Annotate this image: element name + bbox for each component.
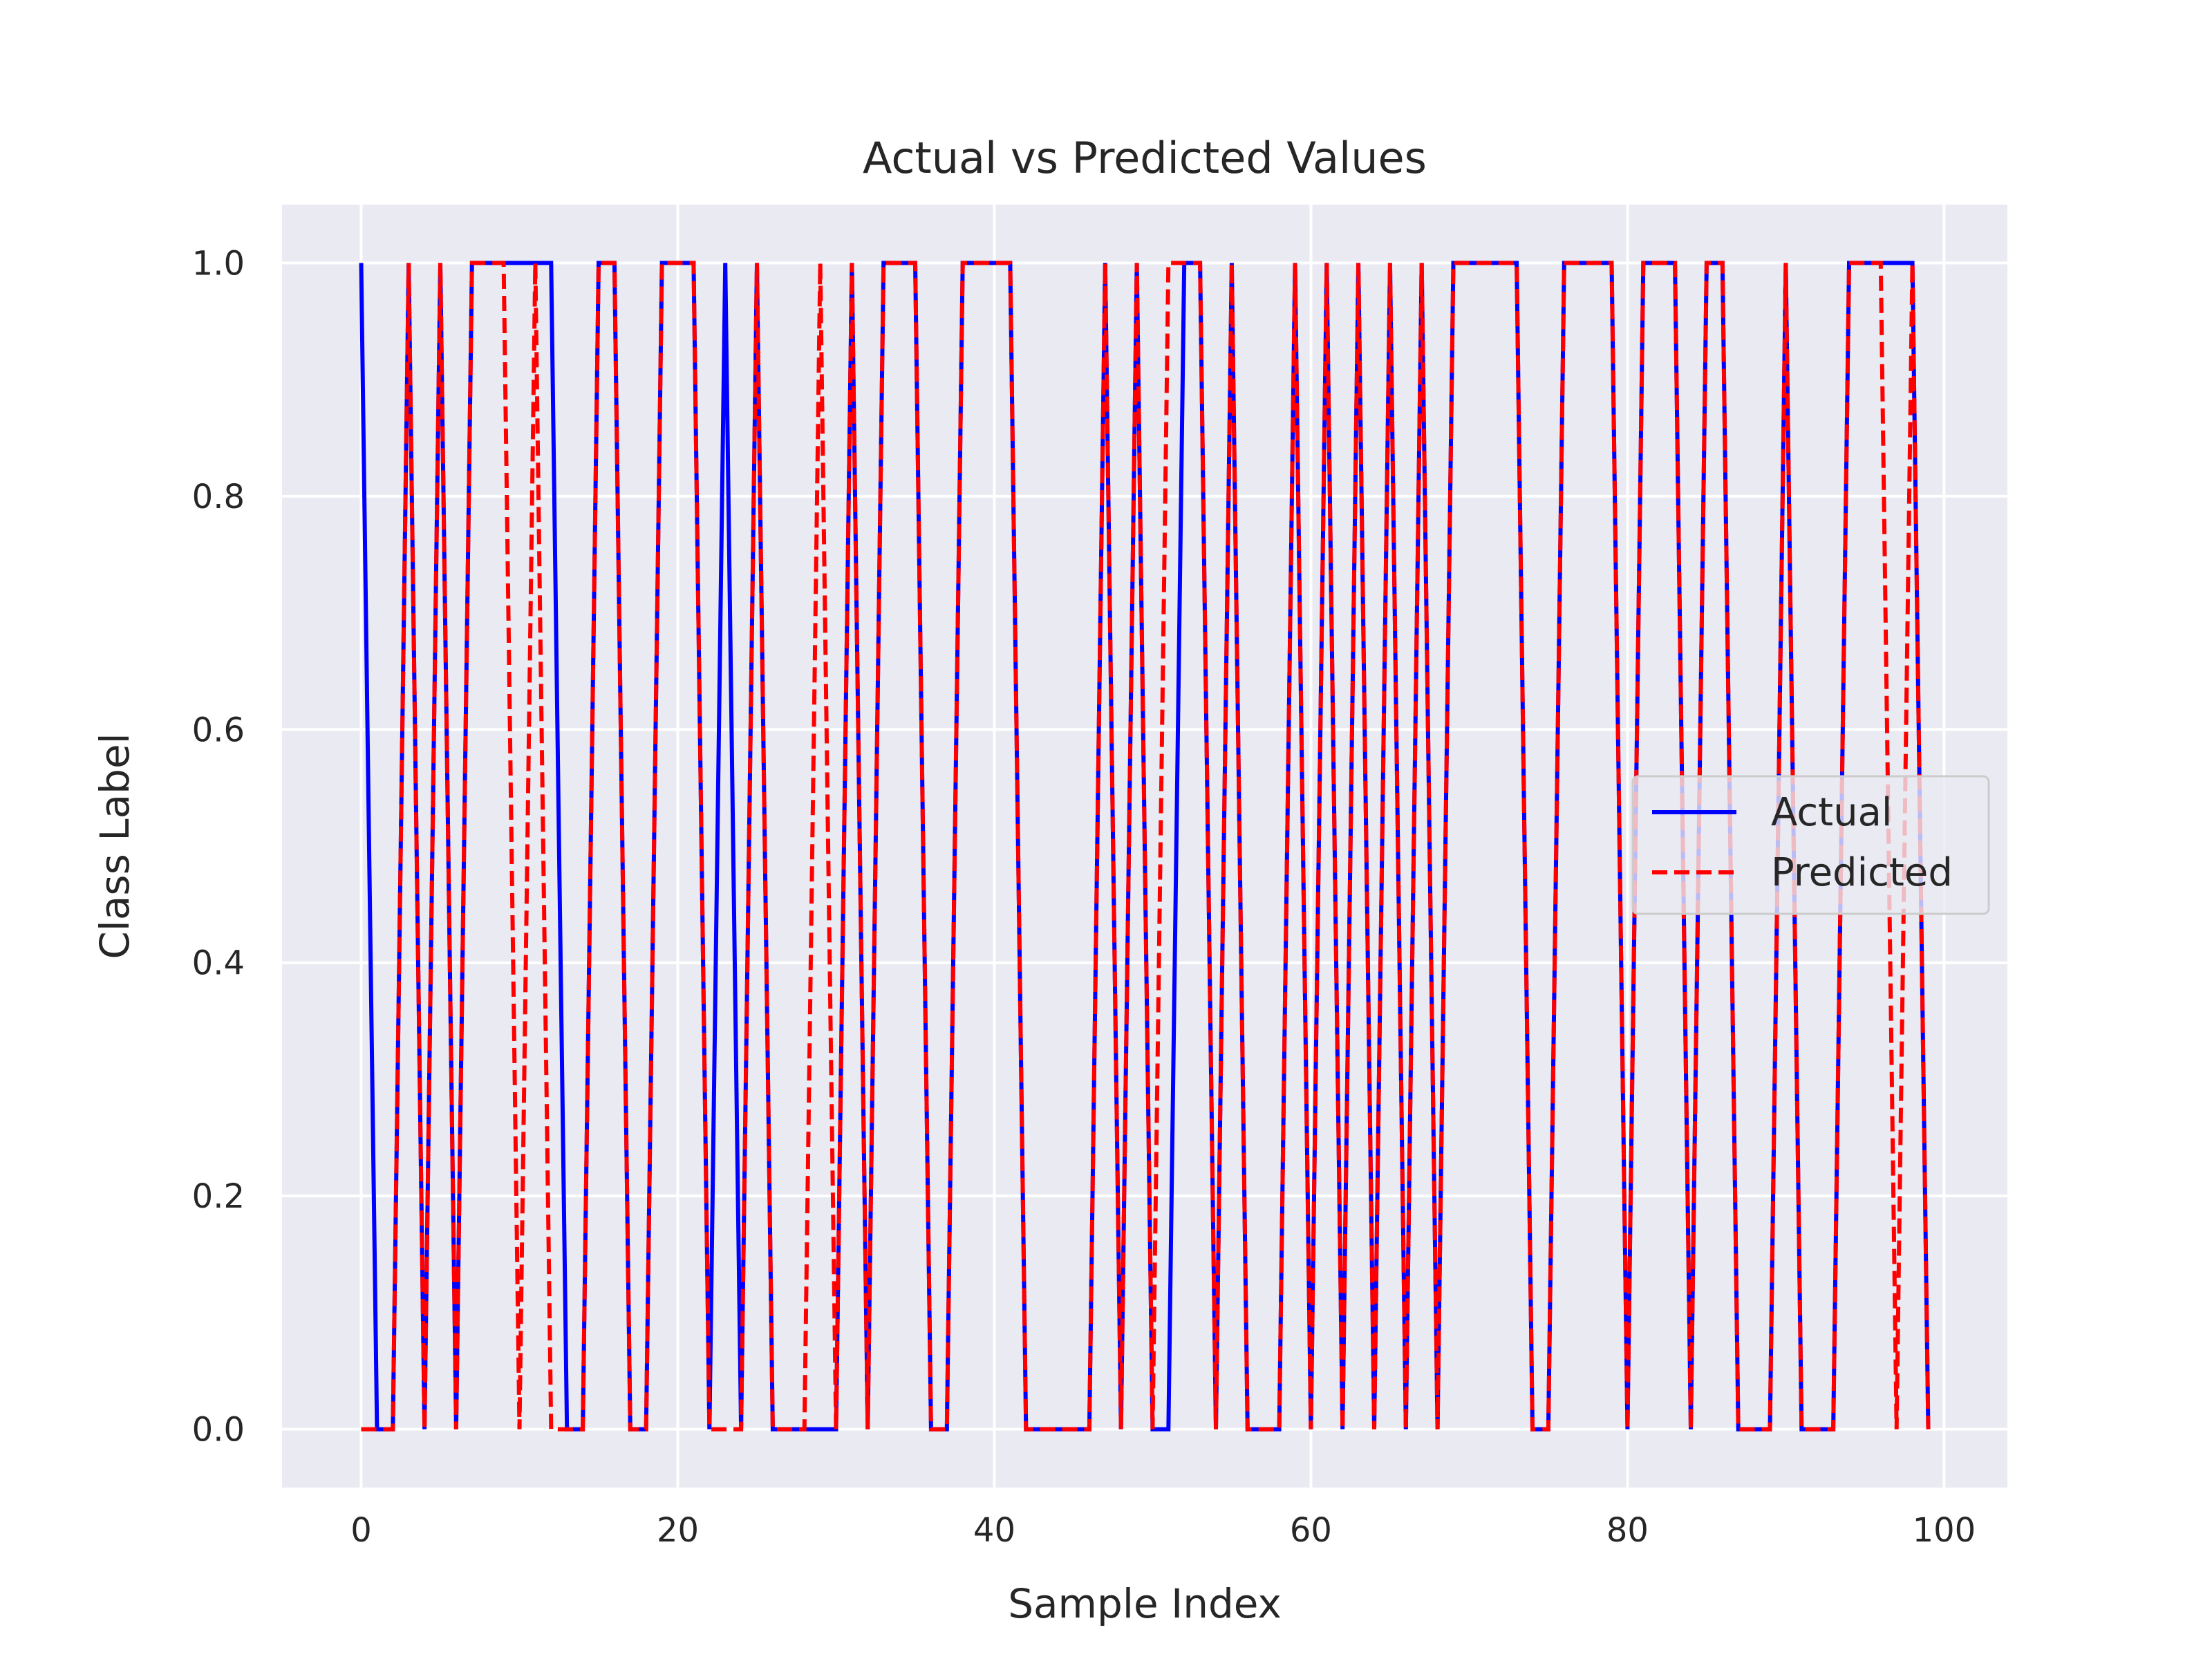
legend: Actual Predicted [1631,775,1990,915]
legend-label-actual: Actual [1771,790,1892,835]
y-axis-label: Class Label [91,733,138,959]
y-tick-label: 0.6 [192,711,245,749]
series-line-predicted [361,261,1931,1432]
series-layer [359,261,1931,1432]
y-tick-labels: 0.0 0.2 0.4 0.6 0.8 1.0 [192,244,245,1449]
x-tick-label: 40 [973,1511,1015,1550]
x-tick-label: 80 [1606,1511,1649,1550]
x-tick-label: 100 [1913,1511,1976,1550]
legend-label-predicted: Predicted [1771,850,1953,895]
chart-title: Actual vs Predicted Values [863,133,1427,183]
y-tick-label: 0.8 [192,478,245,516]
x-tick-label: 60 [1290,1511,1332,1550]
x-axis-label: Sample Index [1008,1580,1282,1627]
y-tick-label: 1.0 [192,244,245,283]
x-tick-label: 20 [657,1511,699,1550]
y-tick-label: 0.4 [192,944,245,983]
y-tick-label: 0.0 [192,1411,245,1450]
x-tick-labels: 0 20 40 60 80 100 [350,1511,1976,1550]
y-tick-label: 0.2 [192,1177,245,1216]
x-tick-label: 0 [350,1511,372,1550]
